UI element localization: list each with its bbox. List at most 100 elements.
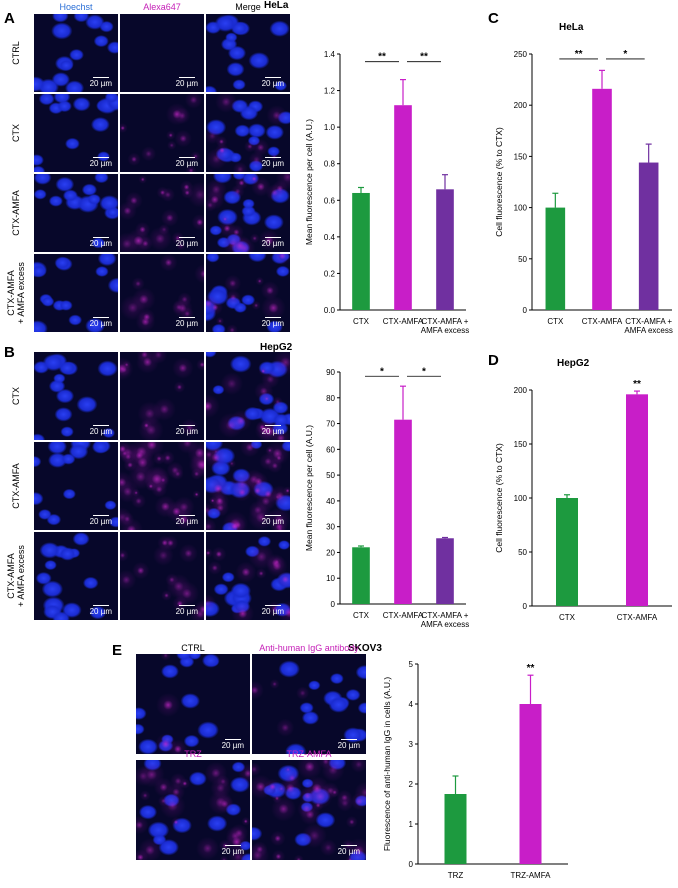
microscopy-image: 20 µm <box>34 442 118 530</box>
y-tick-label: 0 <box>409 860 414 869</box>
microscopy-image: 20 µm <box>34 14 118 92</box>
scale-bar-label: 20 µm <box>261 159 284 168</box>
scale-bar-line <box>178 605 195 606</box>
scale-bar: 20 µm <box>90 317 112 328</box>
y-tick-label: 1.4 <box>324 50 336 59</box>
scale-bar: 20 µm <box>90 515 112 526</box>
significance-label: * <box>380 366 384 377</box>
column-label-merge: Merge <box>235 2 261 12</box>
y-tick-label: 20 <box>326 548 335 557</box>
scale-bar-label: 20 µm <box>89 427 112 436</box>
x-tick-label: TRZ <box>448 871 464 880</box>
bar <box>545 207 566 310</box>
scale-bar-line <box>178 317 195 318</box>
scale-bar-line <box>264 317 281 318</box>
scale-bar-label: 20 µm <box>261 517 284 526</box>
significance-label: ** <box>575 49 583 60</box>
panel-a-letter: A <box>4 10 15 27</box>
microscopy-image: 20 µm <box>120 254 204 332</box>
scale-bar: 20 µm <box>176 605 198 616</box>
scale-bar-label: 20 µm <box>175 517 198 526</box>
scale-bar: 20 µm <box>262 515 284 526</box>
row-label: CTX-AMFA + AMFA excess <box>6 545 26 607</box>
scale-bar-label: 20 µm <box>261 79 284 88</box>
microscopy-image: 20 µm <box>206 174 290 252</box>
microscopy-image: 20 µm <box>34 352 118 440</box>
image-label: Anti-human IgG antibody <box>259 643 359 653</box>
panel-d-letter: D <box>488 352 499 369</box>
y-tick-label: 5 <box>409 660 414 669</box>
bar <box>352 547 370 604</box>
scale-bar: 20 µm <box>176 237 198 248</box>
bar <box>352 192 370 310</box>
scale-bar-label: 20 µm <box>89 607 112 616</box>
scale-bar: 20 µm <box>262 77 284 88</box>
scale-bar-line <box>92 77 109 78</box>
scale-bar: 20 µm <box>222 739 244 750</box>
scale-bar-label: 20 µm <box>261 239 284 248</box>
x-tick-label: CTX-AMFA + <box>422 611 469 620</box>
y-tick-label: 0.8 <box>324 160 336 169</box>
column-label-alexa647: Alexa647 <box>143 2 181 12</box>
row-label: CTX <box>11 124 21 142</box>
column-label-hoechst: Hoechst <box>59 2 93 12</box>
scale-bar-label: 20 µm <box>89 79 112 88</box>
y-axis-label: Mean fluorescence per cell (A.U.) <box>304 119 314 245</box>
microscopy-image: 20 µm <box>120 442 204 530</box>
scale-bar-label: 20 µm <box>175 79 198 88</box>
scale-bar-line <box>264 425 281 426</box>
scale-bar-line <box>92 317 109 318</box>
microscopy-image: 20 µm <box>120 94 204 172</box>
image-label: TRZ-AMFA <box>286 749 332 759</box>
scale-bar-line <box>92 515 109 516</box>
scale-bar: 20 µm <box>262 317 284 328</box>
scale-bar-line <box>178 157 195 158</box>
y-tick-label: 200 <box>514 386 528 395</box>
y-tick-label: 60 <box>326 445 335 454</box>
scale-bar-label: 20 µm <box>221 741 244 750</box>
scale-bar-line <box>224 739 241 740</box>
scale-bar-line <box>264 77 281 78</box>
scale-bar-line <box>92 605 109 606</box>
scale-bar: 20 µm <box>90 77 112 88</box>
bar <box>519 704 542 864</box>
image-label: CTRL <box>181 643 205 653</box>
y-axis-label: Fluorescence of anti-human IgG in cells … <box>382 677 392 851</box>
x-tick-label: CTX-AMFA <box>617 613 658 622</box>
scale-bar-label: 20 µm <box>221 847 244 856</box>
row-label: CTX-AMFA <box>11 463 21 509</box>
scale-bar-line <box>264 605 281 606</box>
microscopy-image: 20 µm <box>206 94 290 172</box>
scale-bar-label: 20 µm <box>175 159 198 168</box>
scale-bar: 20 µm <box>262 237 284 248</box>
microscopy-image: 20 µm <box>136 654 250 754</box>
scale-bar-line <box>224 845 241 846</box>
x-tick-label: AMFA excess <box>421 326 469 335</box>
y-tick-label: 1.0 <box>324 123 336 132</box>
scale-bar-line <box>340 845 357 846</box>
y-tick-label: 90 <box>326 368 335 377</box>
y-tick-label: 50 <box>326 471 335 480</box>
y-tick-label: 150 <box>514 152 528 161</box>
bar <box>444 794 467 864</box>
row-label: CTX-AMFA <box>11 190 21 236</box>
y-tick-label: 2 <box>409 780 414 789</box>
scale-bar-line <box>92 157 109 158</box>
scale-bar-label: 20 µm <box>89 239 112 248</box>
x-tick-label: CTX-AMFA + <box>625 317 672 326</box>
bar <box>626 394 648 606</box>
panel-b-cell-line: HepG2 <box>260 342 293 353</box>
y-tick-label: 100 <box>514 494 528 503</box>
scale-bar-line <box>92 237 109 238</box>
scale-bar: 20 µm <box>262 605 284 616</box>
y-tick-label: 0 <box>523 602 528 611</box>
y-tick-label: 50 <box>518 548 527 557</box>
significance-label: ** <box>420 52 428 63</box>
scale-bar-label: 20 µm <box>175 427 198 436</box>
x-tick-label: CTX <box>353 611 370 620</box>
scale-bar: 20 µm <box>176 317 198 328</box>
panel-e-letter: E <box>112 642 123 659</box>
y-tick-label: 0 <box>331 600 336 609</box>
y-axis-label: Mean fluorescence per cell (A.U.) <box>304 425 314 551</box>
x-tick-label: CTX <box>559 613 576 622</box>
